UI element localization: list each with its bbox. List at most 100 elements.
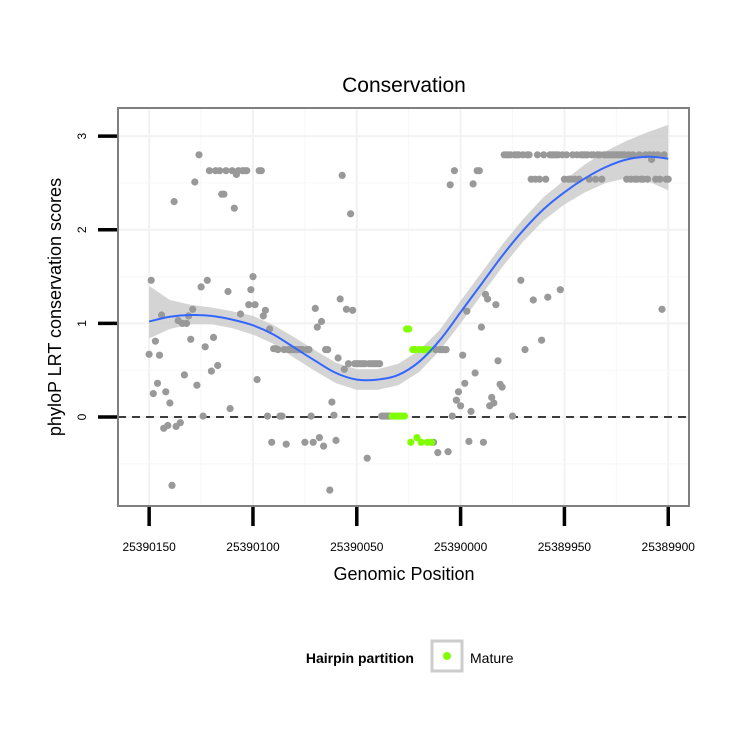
data-point-other bbox=[226, 405, 234, 413]
data-point-other bbox=[187, 335, 195, 343]
data-point-mature bbox=[407, 438, 415, 446]
data-point-other bbox=[214, 361, 222, 370]
data-point-other bbox=[494, 357, 502, 365]
data-point-other bbox=[193, 381, 201, 389]
data-point-other bbox=[471, 369, 479, 377]
data-point-other bbox=[556, 286, 564, 294]
data-point-other bbox=[457, 402, 465, 410]
x-tick-label: 25389900 bbox=[642, 540, 696, 554]
data-point-mature bbox=[417, 438, 425, 446]
x-axis-title: Genomic Position bbox=[333, 564, 474, 584]
data-point-other bbox=[475, 167, 483, 175]
data-point-other bbox=[311, 304, 319, 312]
data-point-other bbox=[245, 301, 253, 309]
data-point-other bbox=[643, 175, 652, 183]
data-point-other bbox=[257, 167, 265, 175]
data-point-other bbox=[253, 376, 261, 384]
x-tick-label: 25390150 bbox=[122, 540, 176, 554]
data-point-other bbox=[349, 306, 357, 314]
data-point-other bbox=[656, 175, 664, 183]
data-point-other bbox=[162, 388, 170, 396]
data-point-other bbox=[324, 346, 332, 354]
data-point-other bbox=[452, 396, 460, 404]
data-point-other bbox=[249, 273, 257, 281]
x-tick-label: 25390050 bbox=[330, 540, 384, 554]
data-point-other bbox=[332, 436, 340, 444]
data-point-mature bbox=[405, 325, 413, 333]
data-point-other bbox=[301, 438, 309, 446]
data-point-other bbox=[166, 399, 174, 407]
data-point-other bbox=[151, 337, 159, 345]
data-point-other bbox=[261, 306, 269, 314]
data-point-other bbox=[542, 175, 550, 183]
data-point-other bbox=[434, 449, 442, 457]
data-point-other bbox=[203, 276, 211, 284]
data-point-other bbox=[222, 167, 230, 175]
data-point-other bbox=[658, 305, 666, 313]
data-point-other bbox=[197, 283, 205, 291]
data-point-other bbox=[454, 388, 463, 396]
x-axis: 25390150 25390100 25390050 25390000 25389950… bbox=[122, 507, 695, 554]
data-point-other bbox=[259, 312, 267, 320]
data-point-other bbox=[155, 351, 164, 359]
data-point-other bbox=[201, 343, 209, 351]
legend-key-mature bbox=[443, 652, 451, 660]
data-point-other bbox=[274, 346, 282, 354]
x-tick-label: 25390100 bbox=[226, 540, 280, 554]
data-point-other bbox=[326, 486, 334, 494]
smooth-line-group bbox=[148, 155, 669, 382]
data-point-other bbox=[158, 311, 166, 319]
data-point-other bbox=[465, 437, 473, 445]
data-point-other bbox=[498, 383, 506, 391]
data-point-other bbox=[336, 295, 344, 303]
data-point-other bbox=[444, 448, 452, 456]
chart-title: Conservation bbox=[342, 74, 466, 97]
data-point-other bbox=[209, 333, 218, 341]
data-point-other bbox=[529, 296, 537, 304]
data-point-other bbox=[153, 379, 162, 387]
data-point-other bbox=[180, 371, 188, 379]
data-point-other bbox=[328, 398, 336, 406]
data-point-other bbox=[282, 440, 290, 448]
data-point-other bbox=[334, 354, 342, 362]
data-point-other bbox=[521, 346, 529, 354]
x-tick-label: 25390000 bbox=[434, 540, 488, 554]
data-point-other bbox=[330, 411, 338, 419]
data-point-other bbox=[450, 167, 458, 175]
data-point-other bbox=[170, 198, 178, 206]
data-point-other bbox=[376, 360, 384, 368]
data-point-other bbox=[540, 151, 548, 159]
data-point-other bbox=[220, 190, 228, 198]
data-point-other bbox=[477, 323, 485, 331]
data-point-other bbox=[216, 167, 224, 175]
data-point-other bbox=[467, 407, 475, 415]
data-point-other bbox=[313, 323, 321, 331]
data-point-other bbox=[484, 295, 492, 303]
data-point-other bbox=[446, 181, 454, 189]
x-tick-label: 25389950 bbox=[538, 540, 592, 554]
plot-border bbox=[117, 107, 690, 507]
data-point-other bbox=[176, 419, 184, 427]
data-point-other bbox=[488, 393, 496, 401]
data-point-other bbox=[268, 438, 276, 446]
data-point-other bbox=[251, 301, 259, 309]
data-point-other bbox=[224, 287, 232, 296]
data-point-other bbox=[263, 412, 272, 420]
data-point-other bbox=[315, 434, 323, 442]
data-point-other bbox=[278, 412, 286, 420]
data-point-other bbox=[535, 175, 544, 183]
data-point-other bbox=[448, 412, 456, 420]
data-point-other bbox=[442, 346, 450, 354]
data-point-other bbox=[508, 412, 517, 420]
y-axis: 0 1 2 3 bbox=[75, 132, 117, 420]
data-point-other bbox=[592, 175, 600, 183]
data-point-other bbox=[149, 390, 157, 398]
data-point-mature bbox=[400, 412, 409, 420]
data-point-other bbox=[207, 367, 215, 375]
data-point-other bbox=[660, 151, 668, 159]
y-tick-label: 2 bbox=[75, 226, 89, 233]
legend-label-mature: Mature bbox=[470, 650, 514, 666]
data-point-other bbox=[307, 412, 315, 420]
data-point-other bbox=[164, 421, 172, 430]
